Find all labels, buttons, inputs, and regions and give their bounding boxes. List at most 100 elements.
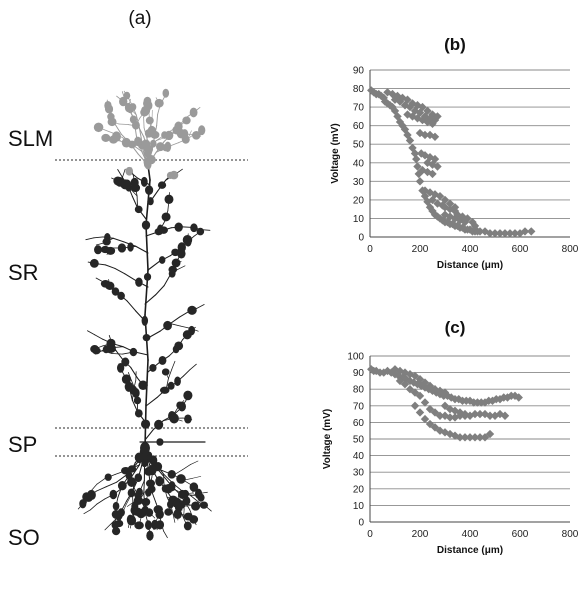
spine-marker (182, 234, 193, 245)
data-point (379, 368, 388, 377)
dendrite-segment (192, 476, 202, 479)
spine-marker (167, 381, 175, 390)
dendrite-segment (190, 460, 199, 465)
spine-marker (79, 499, 87, 509)
spine-marker (117, 481, 127, 491)
spine-marker (174, 222, 183, 232)
data-point (388, 89, 397, 99)
y-tick-label: 90 (353, 368, 365, 379)
data-point (485, 229, 495, 238)
spine-marker (164, 194, 174, 205)
data-point (383, 366, 392, 376)
soma (140, 442, 150, 454)
data-point (379, 93, 388, 103)
dendrite-segment (190, 495, 199, 503)
spine-marker (109, 489, 118, 500)
data-point (468, 217, 477, 227)
spine-marker (141, 315, 149, 326)
y-tick-label: 50 (353, 435, 365, 446)
data-point (448, 219, 457, 229)
data-point (445, 404, 455, 414)
spine-marker (147, 485, 156, 494)
dendrite-segment (104, 264, 116, 269)
x-tick-label: 0 (367, 244, 373, 255)
data-point (440, 210, 450, 219)
spine-marker (132, 507, 143, 516)
spine-marker (84, 493, 93, 502)
spine-marker (121, 137, 131, 148)
data-point (403, 95, 412, 104)
data-point (414, 169, 423, 179)
spine-marker (144, 520, 152, 530)
y-tick-label: 40 (353, 451, 365, 462)
spine-marker (174, 121, 183, 132)
spine-marker (181, 489, 189, 498)
data-point (415, 408, 425, 417)
data-point (417, 381, 426, 391)
data-point (430, 385, 440, 394)
y-tick-label: 20 (353, 195, 365, 206)
spine-marker (127, 242, 134, 252)
data-point (430, 210, 440, 219)
spine-marker (105, 281, 115, 291)
spine-marker (155, 520, 165, 530)
spine-marker (134, 521, 144, 530)
dendrite-segment (176, 265, 186, 271)
data-point (410, 401, 420, 410)
spine-marker (164, 508, 173, 516)
y-tick-label: 90 (353, 66, 365, 77)
data-point (470, 221, 480, 231)
data-point (423, 106, 432, 116)
spine-marker (134, 452, 144, 463)
data-point (410, 371, 420, 381)
dendrite-segment (171, 360, 176, 370)
dendrite-segment (143, 479, 145, 494)
y-tick-label: 40 (353, 158, 365, 169)
chart-b: (b) 0 10 20 30 40 50 60 70 80 90 0 200 400 600 800 Dista… (330, 35, 579, 271)
spine-marker (146, 530, 154, 541)
panel-a-label: (a) (128, 8, 151, 29)
spine-marker (159, 386, 170, 394)
spine-marker (129, 347, 138, 357)
data-point (395, 97, 405, 106)
data-point (402, 375, 411, 384)
dendrite-segment (182, 464, 191, 470)
data-point (450, 406, 460, 415)
spine-marker (155, 509, 164, 520)
dendrite-segment (196, 304, 205, 309)
spine-marker (113, 176, 123, 186)
spine-marker (134, 205, 143, 214)
x-tick-label: 400 (462, 529, 479, 540)
data-point (369, 88, 378, 97)
dendrite-segment (117, 169, 123, 178)
dendrite-segment (94, 334, 104, 340)
dendrite-segment (151, 492, 157, 505)
data-point (433, 162, 442, 171)
spine-marker (140, 419, 151, 429)
spine-marker (144, 467, 154, 476)
y-tick-label: 80 (353, 84, 365, 95)
data-point (430, 423, 440, 432)
dendrite-segment (83, 509, 91, 515)
spine-marker (112, 501, 120, 511)
spine-marker (145, 116, 154, 125)
spine-marker (149, 139, 157, 148)
dendrite-segment (179, 311, 189, 318)
dendrite-segment (145, 224, 149, 271)
dendrite-segment (93, 236, 104, 239)
data-point (435, 411, 445, 420)
spine-marker (169, 413, 179, 424)
y-tick-label: 100 (347, 352, 364, 363)
dendrite-segment (115, 124, 122, 135)
data-point (390, 95, 400, 104)
y-tick-label: 10 (353, 214, 365, 225)
y-tick-label: 60 (353, 418, 365, 429)
data-point (425, 419, 435, 429)
spine-marker (112, 131, 121, 142)
data-point (440, 401, 450, 410)
x-tick-label: 600 (512, 244, 529, 255)
spine-marker (145, 185, 154, 195)
spine-marker (168, 269, 176, 278)
data-point (500, 411, 510, 420)
